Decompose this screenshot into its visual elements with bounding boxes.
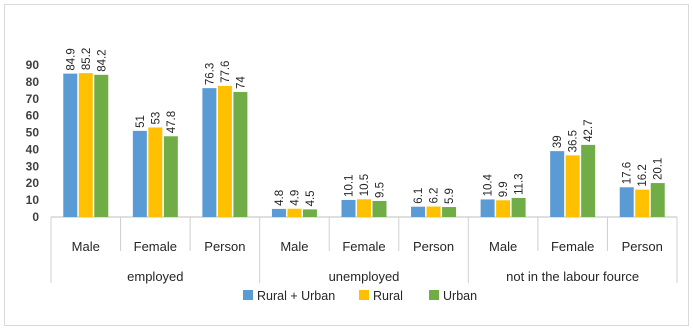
- bar: [511, 197, 526, 217]
- bar: [271, 208, 286, 217]
- bar: [619, 187, 634, 217]
- bar: [480, 199, 495, 217]
- legend-label: Urban: [443, 289, 477, 303]
- data-label: 42.7: [583, 119, 595, 141]
- data-label: 39: [552, 135, 564, 148]
- data-label: 10.4: [483, 173, 495, 196]
- category-label: Male: [280, 239, 308, 254]
- data-label: 16.2: [637, 164, 649, 186]
- category-label: Female: [134, 239, 177, 254]
- data-label: 9.9: [498, 181, 510, 197]
- bar: [233, 92, 248, 217]
- chart-container: 0 10 20 30 40 50 60 70 80 90 84.9 51 76.3 4.8 10.1 6.1…: [4, 4, 689, 326]
- bar-layer: [63, 73, 665, 218]
- data-label: 76.3: [204, 63, 216, 85]
- data-label: 85.2: [81, 48, 93, 70]
- legend-swatch: [429, 290, 439, 300]
- legend-swatch: [243, 290, 253, 300]
- bar: [411, 206, 426, 217]
- bar: [132, 130, 147, 217]
- bar: [565, 155, 580, 217]
- bar: [442, 207, 457, 217]
- bar: [302, 209, 317, 217]
- data-label: 6.2: [429, 188, 441, 204]
- legend-swatch: [359, 290, 369, 300]
- data-label: 4.8: [274, 190, 286, 206]
- group-label: unemployed: [329, 269, 400, 284]
- y-tick-label: 40: [26, 142, 40, 156]
- bar-chart: 0 10 20 30 40 50 60 70 80 90 84.9 51 76.3 4.8 10.1 6.1…: [26, 48, 678, 303]
- legend: Rural + Urban Rural Urban: [243, 289, 477, 303]
- category-label: Female: [342, 239, 385, 254]
- bar: [287, 208, 302, 217]
- data-label: 36.5: [568, 130, 580, 152]
- category-label: Male: [72, 239, 100, 254]
- bar: [635, 189, 650, 217]
- data-label: 10.5: [359, 174, 371, 196]
- data-label: 74: [235, 76, 247, 89]
- data-label: 47.8: [166, 111, 178, 133]
- bar: [581, 144, 596, 217]
- label-layer: 84.9 51 76.3 4.8 10.1 6.1 10.4 39 17.6 85.2 53 77.6…: [65, 48, 664, 284]
- bar: [426, 206, 441, 217]
- bar: [94, 74, 109, 217]
- group-label: employed: [127, 269, 183, 284]
- data-label: 4.9: [289, 190, 301, 206]
- data-label: 20.1: [653, 158, 665, 180]
- bar: [63, 73, 78, 217]
- data-label: 53: [150, 112, 162, 125]
- data-label: 84.2: [96, 49, 108, 71]
- category-label: Female: [551, 239, 594, 254]
- category-label: Male: [489, 239, 517, 254]
- y-tick-label: 20: [26, 176, 40, 190]
- y-tick-label: 70: [26, 92, 40, 106]
- data-label: 17.6: [622, 162, 634, 184]
- bar: [372, 200, 387, 217]
- group-label: not in the labour fource: [506, 269, 639, 284]
- y-tick-label: 80: [26, 75, 40, 89]
- y-tick-label: 50: [26, 126, 40, 140]
- bar: [341, 199, 356, 217]
- data-label: 5.9: [444, 188, 456, 204]
- bar: [650, 183, 665, 217]
- category-label: Person: [413, 239, 454, 254]
- bar: [550, 151, 565, 217]
- bar: [496, 200, 511, 217]
- data-label: 6.1: [413, 188, 425, 204]
- data-label: 10.1: [344, 175, 356, 197]
- data-label: 51: [135, 115, 147, 128]
- bar: [217, 85, 232, 217]
- y-tick-label: 10: [26, 193, 40, 207]
- category-label: Person: [622, 239, 663, 254]
- data-label: 9.5: [375, 182, 387, 198]
- bar: [163, 136, 178, 217]
- data-label: 77.6: [220, 61, 232, 83]
- bar: [357, 199, 371, 217]
- bar: [148, 127, 163, 217]
- bar: [202, 88, 217, 217]
- legend-label: Rural + Urban: [257, 289, 335, 303]
- category-label: Person: [204, 239, 245, 254]
- y-tick-label: 90: [26, 58, 40, 72]
- y-tick-label: 60: [26, 109, 40, 123]
- data-label: 11.3: [514, 173, 526, 195]
- legend-label: Rural: [373, 289, 403, 303]
- data-label: 4.5: [305, 190, 317, 206]
- bar: [78, 73, 93, 218]
- data-label: 84.9: [65, 48, 77, 70]
- y-tick-label: 30: [26, 159, 40, 173]
- y-tick-label: 0: [32, 210, 39, 224]
